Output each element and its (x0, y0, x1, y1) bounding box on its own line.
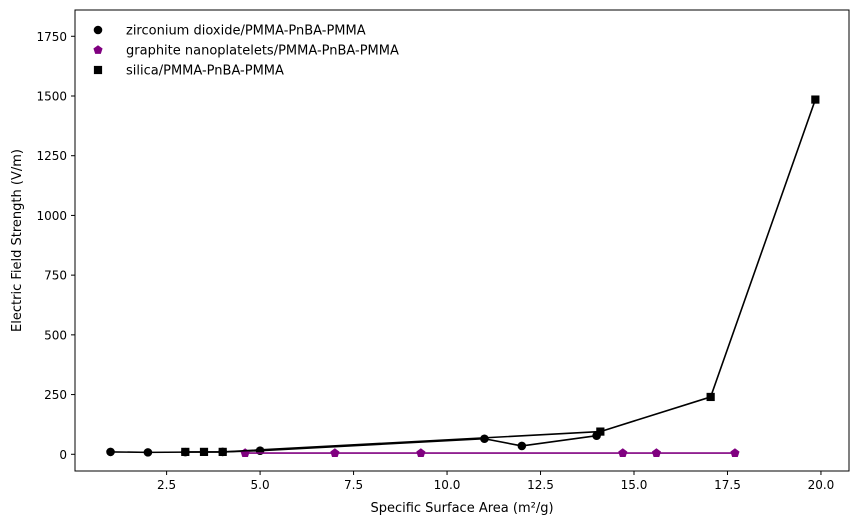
legend-item: silica/PMMA-PnBA-PMMA (93, 64, 284, 79)
legend-marker (93, 65, 103, 75)
legend-item: graphite nanoplatelets/PMMA-PnBA-PMMA (93, 44, 399, 59)
x-tick-label: 17.5 (714, 478, 741, 492)
y-axis: 0 250 500 750 1000 1250 1500 1750 (36, 30, 75, 462)
y-axis-title: Electric Field Strength (V/m) (10, 149, 25, 332)
series-layer (106, 95, 820, 457)
x-tick-label: 20.0 (808, 478, 835, 492)
legend-label: graphite nanoplatelets/PMMA-PnBA-PMMA (126, 44, 399, 59)
x-tick-label: 10.0 (434, 478, 461, 492)
series-line (185, 99, 817, 453)
x-tick-label: 12.5 (527, 478, 554, 492)
data-point (330, 448, 340, 457)
plot-frame (74, 9, 850, 472)
legend-item: zirconium dioxide/PMMA-PnBA-PMMA (93, 24, 366, 39)
data-point (730, 448, 740, 457)
data-point (618, 448, 628, 457)
data-point (811, 95, 820, 104)
data-point (143, 448, 153, 457)
y-tick-label: 1000 (36, 209, 67, 223)
data-point (106, 447, 115, 457)
data-point (199, 447, 209, 456)
y-tick-label: 0 (59, 448, 67, 462)
x-tick-label: 5.0 (251, 478, 270, 492)
series-2 (181, 95, 820, 456)
data-point (706, 392, 715, 402)
legend-label: zirconium dioxide/PMMA-PnBA-PMMA (126, 24, 366, 39)
legend-label: silica/PMMA-PnBA-PMMA (126, 64, 284, 79)
data-point (651, 448, 661, 457)
x-tick-label: 7.5 (344, 478, 363, 492)
x-tick-label: 2.5 (157, 478, 176, 492)
plot-border (74, 9, 850, 472)
x-tick-label: 15.0 (621, 478, 648, 492)
data-point (240, 448, 250, 457)
legend-marker (93, 25, 103, 35)
legend: zirconium dioxide/PMMA-PnBA-PMMA graphite… (93, 24, 399, 79)
legend-marker (93, 45, 103, 54)
data-point (181, 447, 190, 456)
y-tick-label: 250 (44, 388, 67, 402)
y-tick-label: 750 (44, 269, 67, 283)
data-point (218, 447, 227, 456)
y-tick-label: 1250 (36, 149, 67, 163)
data-point (596, 427, 605, 436)
data-point (416, 448, 426, 457)
series-1 (240, 448, 740, 457)
x-axis-title: Specific Surface Area (m²/g) (370, 501, 553, 516)
y-tick-label: 500 (44, 328, 67, 342)
data-point (480, 434, 489, 444)
y-tick-label: 1500 (36, 89, 67, 103)
data-point (517, 441, 527, 451)
y-tick-label: 1750 (36, 30, 67, 44)
x-axis: 2.5 5.0 7.5 10.0 12.5 15.0 17.5 20.0 (157, 471, 834, 492)
